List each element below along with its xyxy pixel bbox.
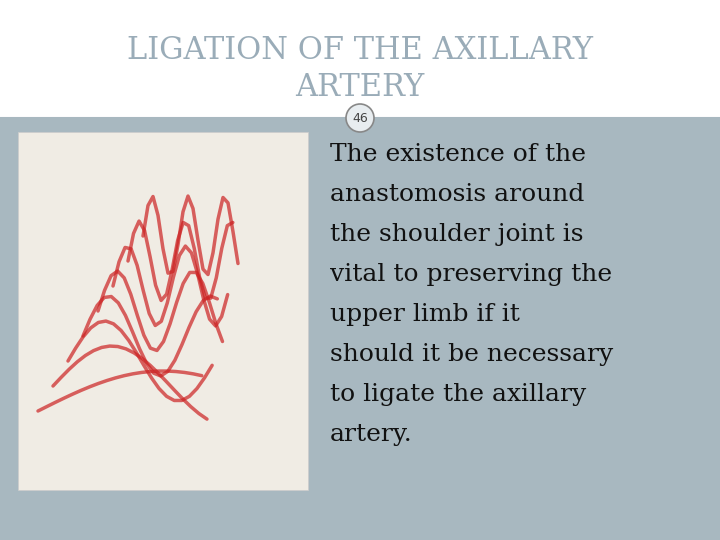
- Text: upper limb if it: upper limb if it: [330, 303, 520, 326]
- Text: The existence of the: The existence of the: [330, 143, 586, 166]
- Text: anastomosis around: anastomosis around: [330, 183, 585, 206]
- Text: should it be necessary: should it be necessary: [330, 343, 613, 366]
- Text: to ligate the axillary: to ligate the axillary: [330, 383, 586, 406]
- Text: vital to preserving the: vital to preserving the: [330, 263, 612, 286]
- Circle shape: [346, 104, 374, 132]
- Bar: [0, 118, 720, 540]
- Text: LIGATION OF THE AXILLARY: LIGATION OF THE AXILLARY: [127, 35, 593, 66]
- Bar: [0, 0, 720, 118]
- Text: ARTERY: ARTERY: [295, 72, 425, 103]
- Text: artery.: artery.: [330, 423, 413, 446]
- Bar: [18, 132, 308, 490]
- Text: the shoulder joint is: the shoulder joint is: [330, 223, 583, 246]
- Text: 46: 46: [352, 111, 368, 125]
